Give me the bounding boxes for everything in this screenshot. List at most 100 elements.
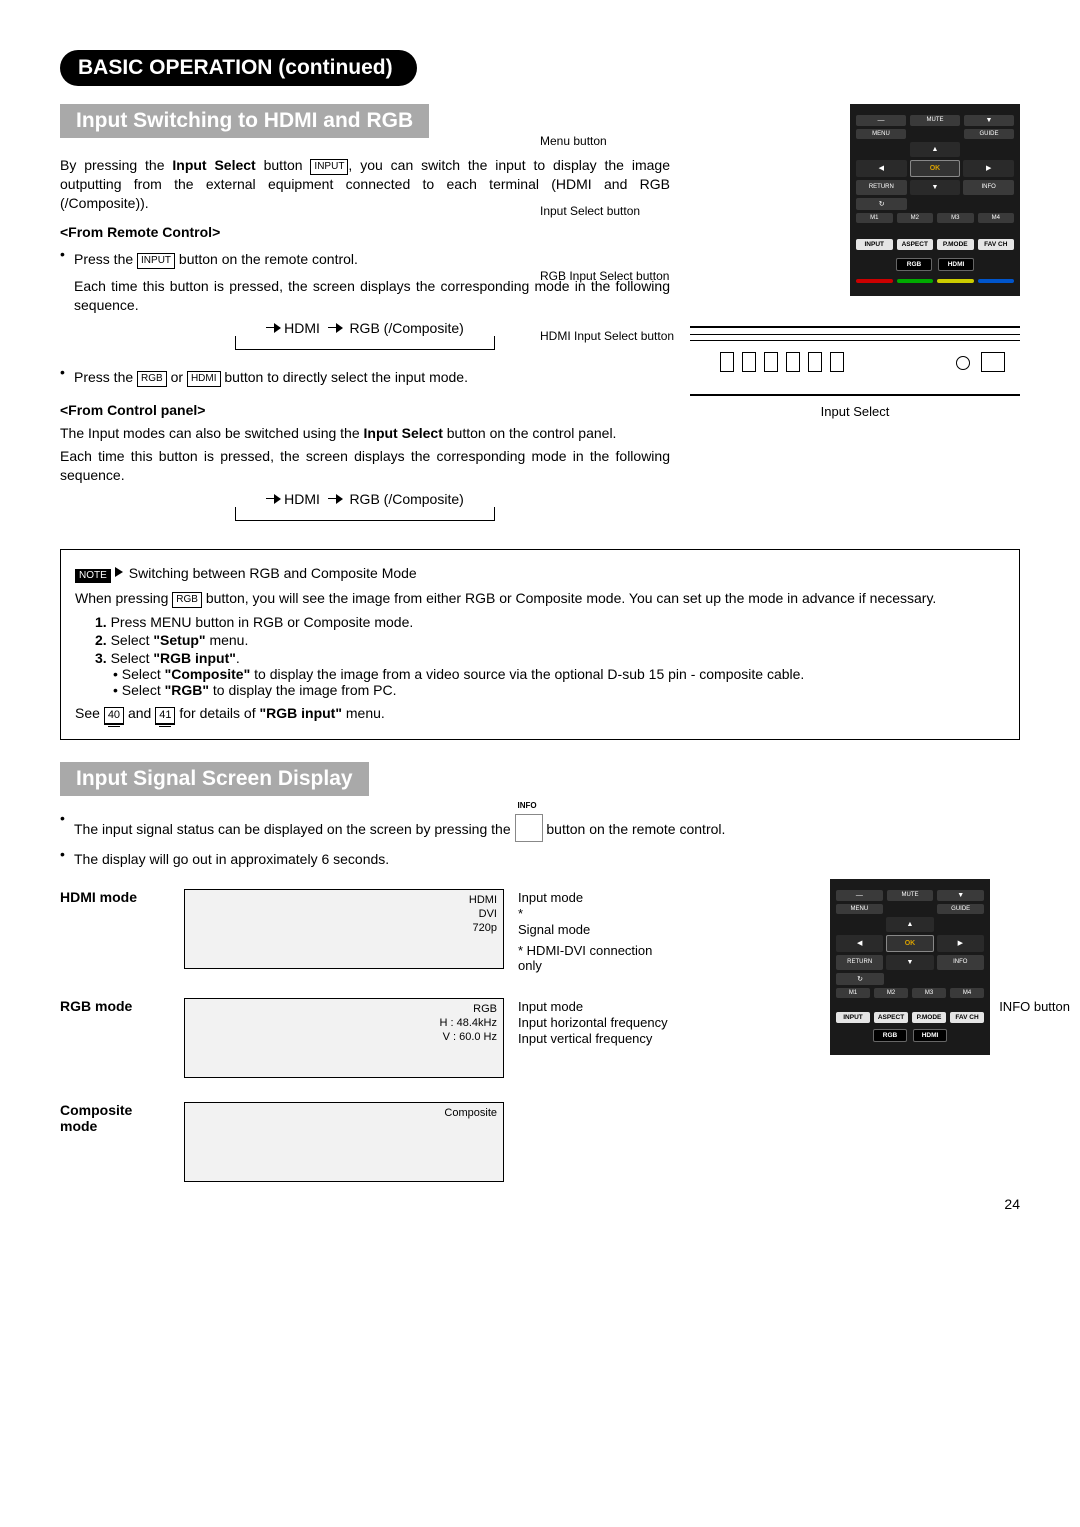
text: Input mode <box>518 890 678 905</box>
remote-favch-button: FAV CH <box>950 1012 984 1023</box>
remote-right-button: ▶ <box>937 935 984 952</box>
text-bold: "RGB" <box>165 682 209 698</box>
page-header: BASIC OPERATION (continued) <box>60 50 417 86</box>
list-item: 2. Select "Setup" menu. <box>95 632 1005 648</box>
input-key: INPUT <box>137 253 175 269</box>
remote-ok-button: OK <box>910 160 961 177</box>
text: The display will go out in approximately… <box>74 850 389 869</box>
remote-m4-button: M4 <box>950 988 984 998</box>
text: RGB <box>473 1003 497 1016</box>
panel-caption: Input Select <box>690 404 1020 419</box>
remote-heading: <From Remote Control> <box>60 223 670 242</box>
text: Press the <box>74 369 137 385</box>
mode-label: HDMI mode <box>60 889 170 974</box>
section1-title: Input Switching to HDMI and RGB <box>60 104 429 138</box>
section2-title: Input Signal Screen Display <box>60 762 369 796</box>
text: or <box>167 369 187 385</box>
text: Composite <box>444 1107 497 1120</box>
text: DVI <box>479 908 497 921</box>
text: button to directly select the input mode… <box>221 369 468 385</box>
text: Press the <box>74 251 137 267</box>
text: * HDMI-DVI connection only <box>518 943 678 973</box>
remote-label: RGB Input Select button <box>540 269 669 283</box>
page-number: 24 <box>1004 1196 1020 1212</box>
remote-blue-button <box>978 279 1015 283</box>
remote-vdown-button: ▼ <box>937 890 984 901</box>
text-bold: Input Select <box>172 157 255 173</box>
text-bold: "Setup" <box>153 632 205 648</box>
text: button, you will see the image from eith… <box>202 590 936 606</box>
text: button on the remote control. <box>546 821 725 837</box>
text: Press the RGB or HDMI button to directly… <box>74 368 468 387</box>
remote-aspect-button: ASPECT <box>897 239 934 250</box>
text: See <box>75 705 104 721</box>
remote-vdown-button: ▼ <box>964 115 1014 126</box>
remote-yellow-button <box>937 279 974 283</box>
rgb-mode-row: RGB mode RGB H : 48.4kHz V : 60.0 Hz Inp… <box>60 998 810 1078</box>
text: H : 48.4kHz <box>440 1017 497 1030</box>
text: When pressing <box>75 590 172 606</box>
remote-input-button: INPUT <box>836 1012 870 1023</box>
remote-m3-button: M3 <box>912 988 946 998</box>
arrow-icon <box>266 494 280 504</box>
text: HDMI <box>469 894 497 907</box>
sub-bullet: • Select "Composite" to display the imag… <box>113 666 1005 682</box>
remote-left-button: ◀ <box>856 160 907 177</box>
remote-mute-button: MUTE <box>887 890 934 901</box>
panel-heading: <From Control panel> <box>60 401 670 420</box>
arrow-icon <box>328 323 342 333</box>
mode-label: RGB mode <box>60 998 170 1078</box>
text: The Input modes can also be switched usi… <box>60 425 364 441</box>
remote-guide-button: GUIDE <box>964 129 1014 139</box>
info-key-label: INFO <box>518 801 537 812</box>
remote-hdmi-button: HDMI <box>913 1029 947 1042</box>
remote-green-button <box>897 279 934 283</box>
remote-loop-button: ↻ <box>856 198 907 210</box>
remote-minus-button: — <box>856 115 906 126</box>
remote-rgb-button: RGB <box>873 1029 907 1042</box>
remote-input-button: INPUT <box>856 239 893 250</box>
text: for details of <box>175 705 259 721</box>
mode-label: Composite mode <box>60 1102 170 1182</box>
steps-list: 1. Press MENU button in RGB or Composite… <box>95 614 1005 698</box>
page-ref: 40 <box>104 707 124 725</box>
remote-m3-button: M3 <box>937 213 974 223</box>
text: 720p <box>473 922 497 935</box>
text: Press the INPUT button on the remote con… <box>74 250 358 269</box>
remote-favch-button: FAV CH <box>978 239 1015 250</box>
remote-ok-button: OK <box>886 935 933 952</box>
remote-up-button: ▲ <box>910 142 961 157</box>
text: By pressing the <box>60 157 172 173</box>
text-bold: "RGB input" <box>153 650 235 666</box>
remote-loop-button: ↻ <box>836 973 884 985</box>
annotation: Input mode Input horizontal frequency In… <box>518 998 678 1078</box>
text: Select <box>122 682 165 698</box>
remote-m1-button: M1 <box>836 988 870 998</box>
remote-label: HDMI Input Select button <box>540 329 674 343</box>
text: V : 60.0 Hz <box>443 1031 497 1044</box>
text: The input signal status can be displayed… <box>74 821 515 837</box>
remote-m2-button: M2 <box>897 213 934 223</box>
text: to display the image from a video source… <box>250 666 804 682</box>
remote-mute-button: MUTE <box>910 115 960 126</box>
text: Select <box>111 632 154 648</box>
remote-return-button: RETURN <box>856 180 907 195</box>
remote-red-button <box>856 279 893 283</box>
remote-left-button: ◀ <box>836 935 883 952</box>
remote-pmode-button: P.MODE <box>937 239 974 250</box>
text: RGB (/Composite) <box>349 491 463 507</box>
hdmi-key: HDMI <box>187 371 221 387</box>
text: The input signal status can be displayed… <box>74 814 725 842</box>
hdmi-mode-row: HDMI mode HDMI DVI 720p Input mode * Sig… <box>60 889 810 974</box>
rgb-display-box: RGB H : 48.4kHz V : 60.0 Hz <box>184 998 504 1078</box>
remote-menu-button: MENU <box>836 904 883 914</box>
text-bold: "RGB input" <box>260 705 342 721</box>
remote-label: Input Select button <box>540 204 640 218</box>
bullet: • Press the RGB or HDMI button to direct… <box>60 364 670 391</box>
remote-rgb-button: RGB <box>896 258 932 271</box>
remote-m2-button: M2 <box>874 988 908 998</box>
arrow-icon <box>115 567 123 577</box>
remote-pmode-button: P.MODE <box>912 1012 946 1023</box>
text: Switching between RGB and Composite Mode <box>129 565 417 581</box>
text-bold: "Composite" <box>165 666 251 682</box>
